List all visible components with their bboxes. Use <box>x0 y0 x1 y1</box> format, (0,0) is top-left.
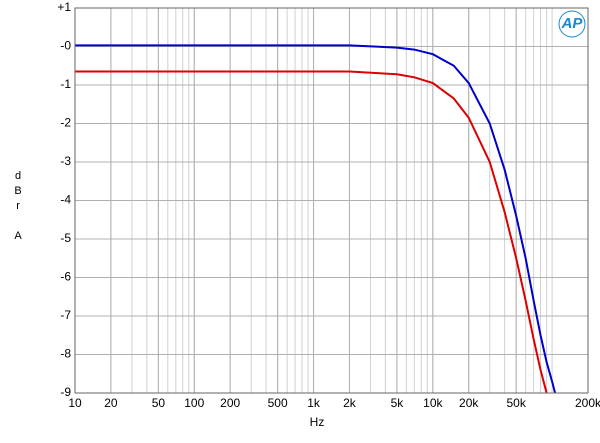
x-tick-label: 2k <box>343 396 357 410</box>
y-tick-label: -8 <box>60 347 71 361</box>
y-tick-label: +1 <box>57 0 71 14</box>
x-tick-label: 20 <box>104 396 118 410</box>
logo: AP <box>561 15 584 32</box>
x-tick-label: 1k <box>307 396 321 410</box>
x-tick-label: 50 <box>152 396 166 410</box>
x-tick-label: 50k <box>507 396 527 410</box>
y-tick-label: -0 <box>60 39 71 53</box>
plot-frame <box>74 7 589 394</box>
x-tick-label: 20k <box>459 396 479 410</box>
series-line <box>75 44 557 393</box>
x-tick-label: 10 <box>68 396 82 410</box>
x-tick-label: 10k <box>423 396 443 410</box>
y-tick-label: -6 <box>60 270 71 284</box>
y-tick-label: -5 <box>60 231 71 245</box>
y-tick-label: -3 <box>60 154 71 168</box>
y-axis-label: dBr A <box>12 170 24 245</box>
logo-ring <box>558 10 586 38</box>
y-tick-label: -1 <box>60 77 71 91</box>
x-tick-label: 5k <box>391 396 405 410</box>
x-tick-label: 500 <box>268 396 288 410</box>
x-tick-label: 200 <box>220 396 240 410</box>
series-line <box>75 70 548 393</box>
y-tick-label: -4 <box>60 193 71 207</box>
y-tick-label: -9 <box>60 385 71 399</box>
y-tick-label: -7 <box>60 308 71 322</box>
x-tick-label: 200k <box>575 396 600 410</box>
x-axis-label: Hz <box>310 415 325 429</box>
x-tick-label: 100 <box>184 396 204 410</box>
y-tick-label: -2 <box>60 116 71 130</box>
